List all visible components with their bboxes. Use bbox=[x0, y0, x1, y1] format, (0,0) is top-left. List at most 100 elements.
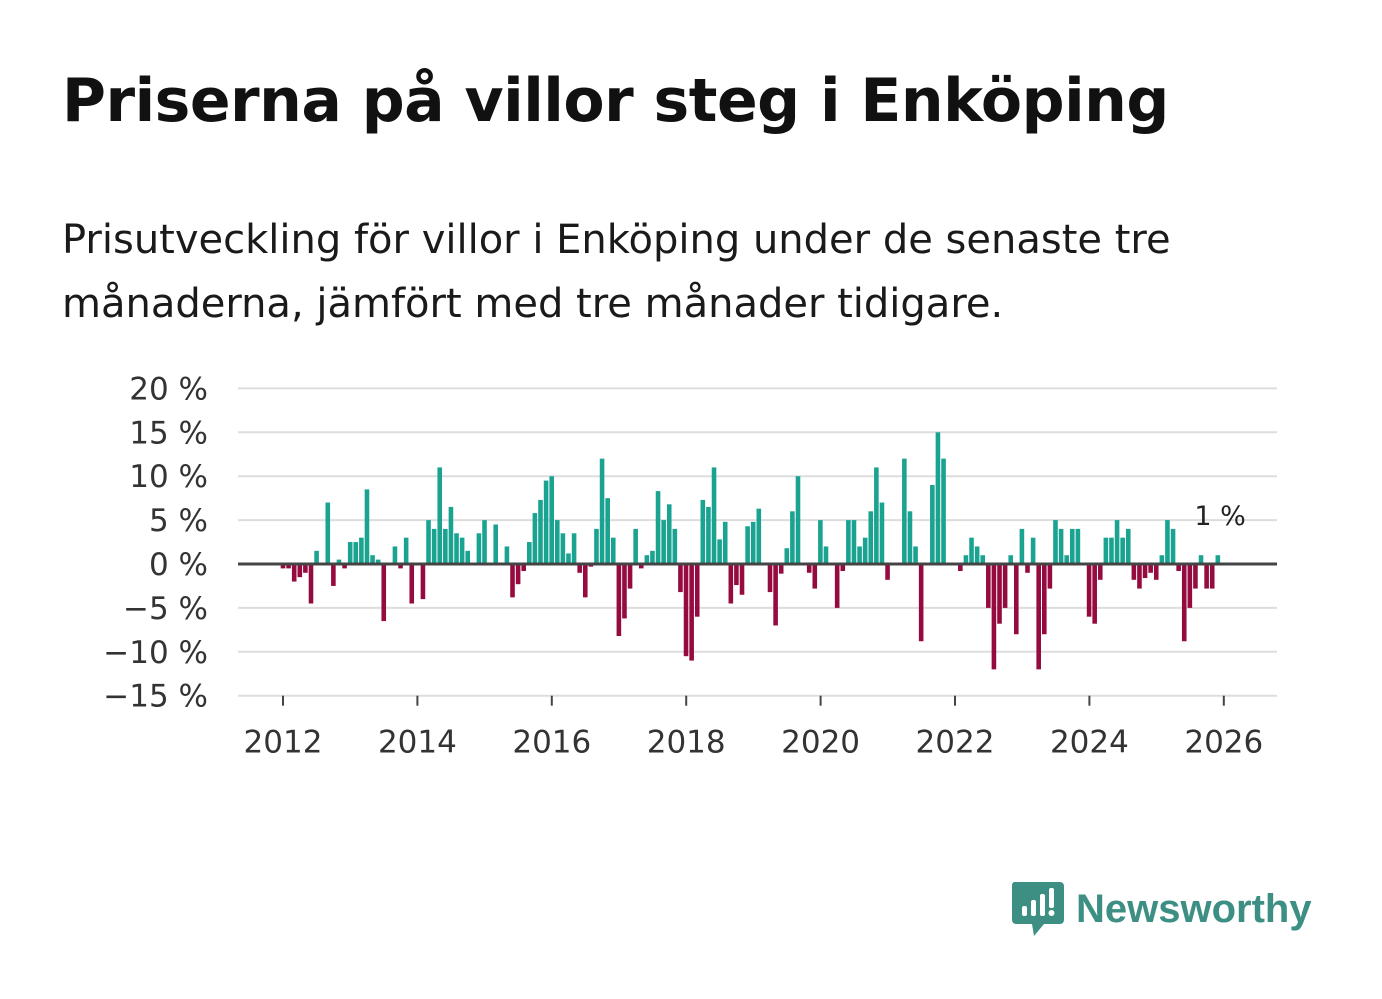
y-tick-label: 0 % bbox=[149, 547, 208, 583]
bar bbox=[1109, 537, 1114, 564]
bar bbox=[963, 555, 969, 564]
bar bbox=[359, 537, 364, 564]
brand-name: Newsworthy bbox=[1076, 886, 1312, 931]
bar bbox=[616, 564, 622, 636]
bar bbox=[661, 520, 666, 564]
bar bbox=[638, 564, 644, 569]
bar bbox=[874, 467, 879, 564]
bar bbox=[1159, 555, 1165, 564]
bar bbox=[666, 504, 672, 564]
bar bbox=[381, 564, 387, 622]
bar bbox=[969, 537, 974, 564]
bar bbox=[594, 528, 599, 564]
bar bbox=[678, 564, 683, 593]
x-tick-label: 2026 bbox=[1184, 725, 1263, 761]
x-tick-label: 2016 bbox=[512, 725, 591, 761]
bar bbox=[1053, 520, 1058, 564]
bar bbox=[347, 542, 353, 564]
bar bbox=[1170, 528, 1176, 564]
bar bbox=[605, 498, 610, 564]
bar bbox=[930, 484, 935, 564]
bar bbox=[1176, 564, 1181, 572]
bar bbox=[448, 506, 454, 564]
bar bbox=[1215, 555, 1221, 564]
bar bbox=[706, 506, 711, 564]
bar bbox=[941, 458, 946, 564]
bar bbox=[1103, 537, 1109, 564]
bar bbox=[454, 533, 459, 564]
chart-title: Priserna på villor steg i Enköping bbox=[62, 66, 1169, 136]
bar bbox=[1165, 520, 1170, 564]
bar bbox=[375, 559, 381, 564]
bar bbox=[560, 533, 566, 564]
bar bbox=[806, 564, 812, 573]
bar bbox=[1131, 564, 1137, 580]
bar bbox=[986, 564, 991, 608]
bar bbox=[364, 489, 370, 564]
bar bbox=[650, 550, 655, 564]
bar bbox=[582, 564, 588, 598]
bar bbox=[851, 520, 857, 564]
bar bbox=[756, 508, 762, 564]
bar bbox=[437, 467, 443, 564]
bar bbox=[711, 467, 717, 564]
bar bbox=[325, 502, 331, 564]
bar bbox=[1036, 564, 1041, 670]
bar bbox=[566, 553, 571, 564]
bar bbox=[476, 533, 482, 564]
bar bbox=[722, 521, 728, 564]
bar bbox=[778, 564, 784, 574]
bar bbox=[728, 564, 734, 604]
bar bbox=[1075, 528, 1081, 564]
bar bbox=[1148, 564, 1153, 573]
y-tick-label: 5 % bbox=[149, 503, 208, 539]
bar bbox=[392, 546, 398, 564]
bar bbox=[767, 564, 773, 593]
x-tick-label: 2022 bbox=[916, 725, 995, 761]
chart-subtitle: Prisutveckling för villor i Enköping und… bbox=[62, 217, 1171, 327]
bar bbox=[370, 555, 375, 564]
bar bbox=[286, 564, 291, 569]
x-tick-label: 2012 bbox=[244, 725, 323, 761]
bar bbox=[918, 564, 924, 642]
bar bbox=[935, 432, 941, 564]
bar bbox=[633, 528, 638, 564]
bar bbox=[1181, 564, 1187, 642]
bar bbox=[717, 539, 722, 564]
bar bbox=[997, 564, 1002, 624]
bar bbox=[431, 528, 437, 564]
bar bbox=[734, 564, 739, 586]
bar bbox=[426, 520, 431, 564]
bar bbox=[291, 564, 297, 582]
bar bbox=[627, 564, 633, 589]
bar bbox=[689, 564, 694, 661]
bar bbox=[314, 550, 319, 564]
x-tick-label: 2020 bbox=[781, 725, 860, 761]
bar bbox=[1209, 564, 1215, 589]
bar bbox=[1142, 564, 1148, 579]
y-tick-label: 15 % bbox=[129, 415, 208, 451]
bar bbox=[538, 499, 543, 564]
bar bbox=[694, 564, 700, 617]
bar bbox=[991, 564, 997, 670]
bar bbox=[700, 499, 706, 564]
newsworthy-logo-icon bbox=[1011, 882, 1064, 936]
bar bbox=[599, 458, 605, 564]
bar bbox=[331, 564, 336, 586]
bar bbox=[459, 537, 465, 564]
bar bbox=[980, 555, 986, 564]
bar bbox=[1114, 520, 1120, 564]
bar bbox=[420, 564, 426, 600]
bar bbox=[1008, 555, 1014, 564]
bar bbox=[342, 564, 347, 569]
bar bbox=[784, 548, 790, 564]
bar bbox=[1137, 564, 1142, 589]
bar bbox=[515, 564, 521, 585]
bar bbox=[840, 564, 846, 572]
bar bbox=[879, 502, 885, 564]
bar bbox=[1030, 537, 1036, 564]
bar bbox=[610, 537, 616, 564]
bar bbox=[885, 564, 890, 580]
bar bbox=[571, 533, 577, 564]
bar bbox=[622, 564, 627, 619]
